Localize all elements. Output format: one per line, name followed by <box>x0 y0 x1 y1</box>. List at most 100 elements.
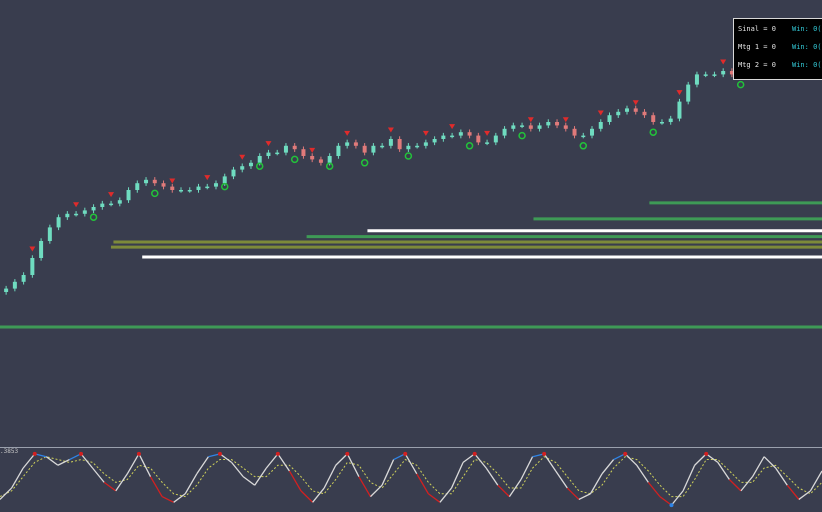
candle-body <box>144 179 149 184</box>
candle-body <box>222 176 227 184</box>
put-signal-marker <box>239 154 246 160</box>
candle-body <box>432 139 437 143</box>
candle-body <box>126 190 131 201</box>
candle-body <box>56 217 61 228</box>
put-signal-marker <box>422 130 429 136</box>
candle-body <box>283 145 288 153</box>
candle-body <box>213 183 218 187</box>
candle-body <box>397 139 402 150</box>
put-signal-marker <box>387 127 394 133</box>
overbought-dot <box>345 451 350 456</box>
stat-row-mtg2: Mtg 2 = 0 <box>738 61 776 69</box>
signal-line <box>0 456 822 498</box>
signal-markers <box>29 52 779 252</box>
k-line-segment <box>601 459 615 475</box>
candle-body <box>12 281 17 289</box>
k-line-segment <box>184 473 198 495</box>
call-signal-marker <box>649 128 657 136</box>
signal-stats-panel: Sinal = 0 Win: 0( Mtg 1 = 0 Win: 0( Mtg … <box>733 18 822 80</box>
k-line-segment <box>138 453 152 477</box>
put-signal-marker <box>720 59 727 65</box>
k-line-segment <box>775 467 788 486</box>
candle-body <box>485 142 490 144</box>
k-line-segment <box>323 464 337 489</box>
k-line-segment <box>705 453 719 463</box>
overbought-dot <box>704 451 709 456</box>
k-line-segment <box>740 476 754 492</box>
candle-body <box>21 275 26 282</box>
k-line-segment <box>370 484 383 498</box>
candle-body <box>74 213 79 216</box>
candle-body <box>616 111 621 116</box>
candle-body <box>47 227 52 241</box>
candle-body <box>310 156 315 160</box>
candle-body <box>476 135 481 143</box>
oversold-dot <box>669 503 674 508</box>
k-line-segment <box>508 479 522 497</box>
k-line-segment <box>786 484 800 500</box>
stat-win-mtg2: Win: 0( <box>792 61 822 69</box>
k-line-segment <box>393 453 406 461</box>
call-signal-marker <box>290 155 299 164</box>
stat-row-sinal: Sinal = 0 <box>738 25 776 33</box>
candle-body <box>563 125 568 129</box>
candle-body <box>712 74 717 76</box>
k-line-segment <box>335 453 348 466</box>
k-line-segment <box>728 479 742 492</box>
candle-body <box>555 122 560 126</box>
oscillator-panel[interactable] <box>0 447 822 512</box>
candle-body <box>248 162 253 167</box>
candle-body <box>345 142 350 146</box>
put-signal-marker <box>562 117 569 123</box>
candle-body <box>528 125 533 129</box>
k-line-segment <box>92 467 105 483</box>
stat-label: Sinal = 0 <box>738 25 776 33</box>
k-line-segment <box>439 487 453 503</box>
overbought-dot <box>403 451 408 456</box>
candle-body <box>65 213 70 218</box>
candle-body <box>362 145 367 153</box>
candle-body <box>371 145 376 153</box>
k-line-segment <box>763 456 777 469</box>
candle-body <box>4 288 9 292</box>
candle-body <box>502 128 507 136</box>
candle-body <box>231 169 236 177</box>
k-line-segment <box>751 456 765 477</box>
k-line-segment <box>543 453 557 472</box>
candle-body <box>598 122 603 129</box>
candle-body <box>327 156 332 163</box>
put-signal-marker <box>449 124 456 130</box>
k-line-segment <box>497 484 510 498</box>
overbought-dot <box>136 451 141 456</box>
overbought-dot <box>472 451 477 456</box>
k-line-segment <box>126 453 140 475</box>
support-levels <box>0 201 822 329</box>
k-line-segment <box>520 456 534 480</box>
candle-body <box>703 74 708 76</box>
candle-body <box>388 139 393 146</box>
call-signal-marker <box>404 152 413 160</box>
k-line-segment <box>450 462 464 489</box>
candle-body <box>607 115 612 122</box>
k-line-segment <box>11 467 24 489</box>
k-line-segment <box>647 481 661 498</box>
k-line-segment <box>427 493 441 503</box>
put-signal-marker <box>108 192 115 198</box>
k-line-segment <box>555 470 568 489</box>
k-line-segment <box>694 453 707 466</box>
k-line-segment <box>659 496 672 506</box>
oscillator-lines <box>0 451 822 508</box>
candle-body <box>677 101 682 119</box>
oscillator-level-label: .3853 <box>0 448 19 455</box>
price-chart[interactable] <box>0 0 822 446</box>
candle-body <box>624 108 629 112</box>
candle-body <box>441 135 446 139</box>
candle-body <box>82 210 87 214</box>
k-line-segment <box>22 453 36 469</box>
k-line-segment <box>277 453 290 472</box>
k-line-segment <box>462 453 476 463</box>
k-line-segment <box>149 476 163 497</box>
put-signal-marker <box>527 117 534 123</box>
k-line-segment <box>196 456 209 475</box>
